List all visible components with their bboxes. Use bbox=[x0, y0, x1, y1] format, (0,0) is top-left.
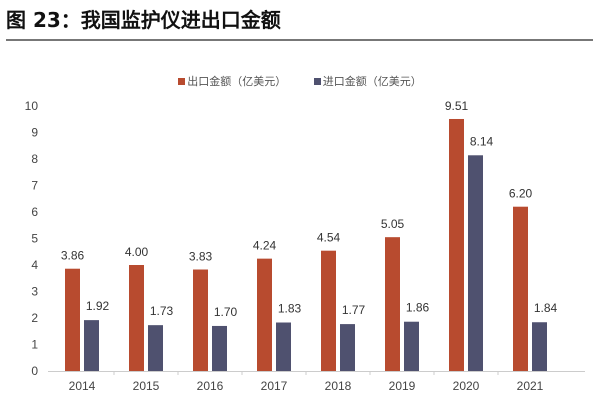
bar-import bbox=[340, 324, 355, 371]
bar-export bbox=[193, 269, 208, 371]
bar-import bbox=[532, 322, 547, 371]
data-label-import: 1.83 bbox=[278, 302, 302, 316]
y-tick-label: 8 bbox=[31, 152, 38, 166]
data-label-export: 4.54 bbox=[317, 231, 341, 245]
chart-title: 图 23：我国监护仪进出口金额 bbox=[6, 8, 281, 32]
bar-export bbox=[321, 250, 336, 371]
data-label-import: 8.14 bbox=[470, 134, 494, 148]
bar-export bbox=[257, 258, 272, 371]
bar-import bbox=[148, 325, 163, 371]
bar-export bbox=[385, 237, 400, 371]
y-tick-label: 4 bbox=[31, 258, 38, 272]
data-label-import: 1.86 bbox=[406, 301, 430, 315]
y-tick-label: 7 bbox=[31, 179, 38, 193]
data-label-import: 1.70 bbox=[214, 305, 238, 319]
x-tick-label: 2015 bbox=[133, 379, 160, 393]
y-tick-label: 3 bbox=[31, 285, 38, 299]
legend-swatch-import bbox=[313, 78, 321, 85]
x-tick-label: 2018 bbox=[325, 379, 352, 393]
data-label-import: 1.92 bbox=[86, 299, 110, 313]
data-label-export: 4.24 bbox=[253, 239, 277, 253]
x-tick-label: 2016 bbox=[197, 379, 224, 393]
bar-import bbox=[468, 155, 483, 371]
bar-export bbox=[449, 118, 464, 371]
data-label-import: 1.77 bbox=[342, 303, 366, 317]
legend-item-export: 出口金额（亿美元） bbox=[178, 73, 286, 89]
y-tick-label: 6 bbox=[31, 205, 38, 219]
data-label-export: 5.05 bbox=[381, 217, 405, 231]
bar-import bbox=[404, 321, 419, 371]
bar-import bbox=[276, 322, 291, 371]
y-tick-label: 9 bbox=[31, 126, 38, 140]
legend-label-import: 进口金额（亿美元） bbox=[322, 75, 422, 88]
data-label-export: 3.83 bbox=[189, 250, 213, 264]
y-tick-label: 0 bbox=[31, 364, 38, 378]
bar-export bbox=[129, 265, 144, 371]
bar-import bbox=[84, 320, 99, 371]
x-tick-label: 2021 bbox=[517, 379, 544, 393]
data-label-export: 6.20 bbox=[509, 187, 533, 201]
bar-export bbox=[513, 206, 528, 371]
x-tick-label: 2017 bbox=[261, 379, 288, 393]
y-tick-label: 2 bbox=[31, 311, 38, 325]
data-label-export: 4.00 bbox=[125, 245, 149, 259]
bar-import bbox=[212, 325, 227, 371]
title-divider bbox=[6, 39, 593, 41]
data-label-import: 1.84 bbox=[534, 301, 558, 315]
data-label-export: 9.51 bbox=[445, 99, 469, 113]
legend-label-export: 出口金额（亿美元） bbox=[187, 75, 287, 88]
y-tick-label: 5 bbox=[31, 232, 38, 246]
data-label-import: 1.73 bbox=[150, 304, 174, 318]
legend-swatch-export bbox=[178, 78, 186, 85]
legend-item-import: 进口金额（亿美元） bbox=[313, 73, 422, 89]
data-label-export: 3.86 bbox=[61, 249, 85, 263]
y-tick-label: 1 bbox=[31, 338, 38, 352]
x-tick-label: 2020 bbox=[453, 379, 480, 393]
bar-export bbox=[65, 268, 80, 371]
x-tick-label: 2019 bbox=[389, 379, 416, 393]
y-tick-label: 10 bbox=[25, 99, 39, 113]
legend: 出口金额（亿美元） 进口金额（亿美元） bbox=[0, 73, 600, 89]
x-tick-label: 2014 bbox=[69, 379, 96, 393]
